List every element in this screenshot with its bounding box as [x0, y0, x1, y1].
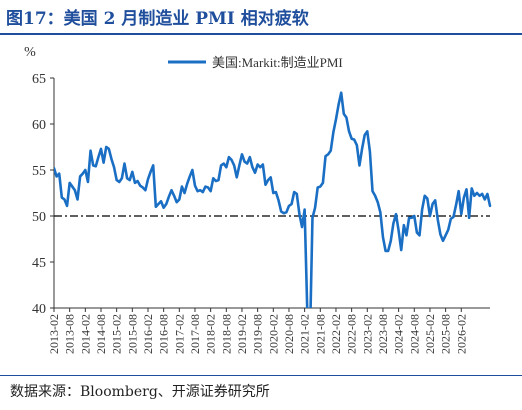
- x-tick-label: 2014-08: [94, 314, 108, 354]
- y-tick-label: 45: [32, 256, 46, 271]
- x-tick-label: 2013-02: [47, 314, 61, 354]
- x-tick-label: 2017-08: [188, 314, 202, 354]
- x-tick-label: 2018-08: [219, 314, 233, 354]
- x-tick-label: 2024-02: [392, 314, 406, 354]
- x-tick-label: 2026-02: [454, 314, 468, 354]
- y-tick-label: 55: [32, 164, 46, 179]
- series-group: [54, 91, 492, 308]
- y-tick-label: 50: [32, 210, 46, 225]
- legend-label: 美国:Markit:制造业PMI: [212, 55, 343, 70]
- x-tick-label: 2019-08: [251, 314, 265, 354]
- x-tick-label: 2021-08: [313, 314, 327, 354]
- x-tick-label: 2015-02: [110, 314, 124, 354]
- x-tick-label: 2021-02: [298, 314, 312, 354]
- x-tick-label: 2014-02: [78, 314, 92, 354]
- y-tick-label: 60: [32, 118, 46, 133]
- legend: 美国:Markit:制造业PMI: [168, 55, 343, 70]
- figure-title: 图17：美国 2 月制造业 PMI 相对疲软: [6, 9, 309, 29]
- x-tick-label: 2020-08: [282, 314, 296, 354]
- x-tick-label: 2018-02: [204, 314, 218, 354]
- x-tick-label: 2013-08: [63, 314, 77, 354]
- x-tick-label: 2019-02: [235, 314, 249, 354]
- source-divider: [0, 375, 522, 376]
- x-tick-label: 2025-02: [423, 314, 437, 354]
- x-tick-label: 2024-08: [407, 314, 421, 354]
- x-tick-label: 2022-08: [345, 314, 359, 354]
- pmi-line-chart: 40 45 50 55 60 65% 2013-02 2013-08 2014-02 2014-0…: [24, 45, 492, 354]
- x-tick-label: 2020-02: [266, 314, 280, 354]
- figure-source: 数据来源：Bloomberg、开源证券研究所: [10, 384, 270, 400]
- y-tick-label: 65: [32, 72, 46, 87]
- x-tick-label: 2016-02: [141, 314, 155, 354]
- x-tick-label: 2015-08: [125, 314, 139, 354]
- y-axis-unit-label: %: [24, 45, 36, 60]
- title-divider: [0, 33, 522, 35]
- x-tick-label: 2022-02: [329, 314, 343, 354]
- series-line: [54, 91, 492, 308]
- y-tick-label: 40: [32, 302, 46, 317]
- chart-axes: 40 45 50 55 60 65% 2013-02 2013-08 2014-02 2014-0…: [24, 45, 490, 354]
- x-tick-label: 2023-08: [376, 314, 390, 354]
- x-tick-label: 2025-08: [439, 314, 453, 354]
- x-tick-label: 2023-02: [360, 314, 374, 354]
- x-tick-label: 2017-02: [172, 314, 186, 354]
- x-tick-label: 2016-08: [157, 314, 171, 354]
